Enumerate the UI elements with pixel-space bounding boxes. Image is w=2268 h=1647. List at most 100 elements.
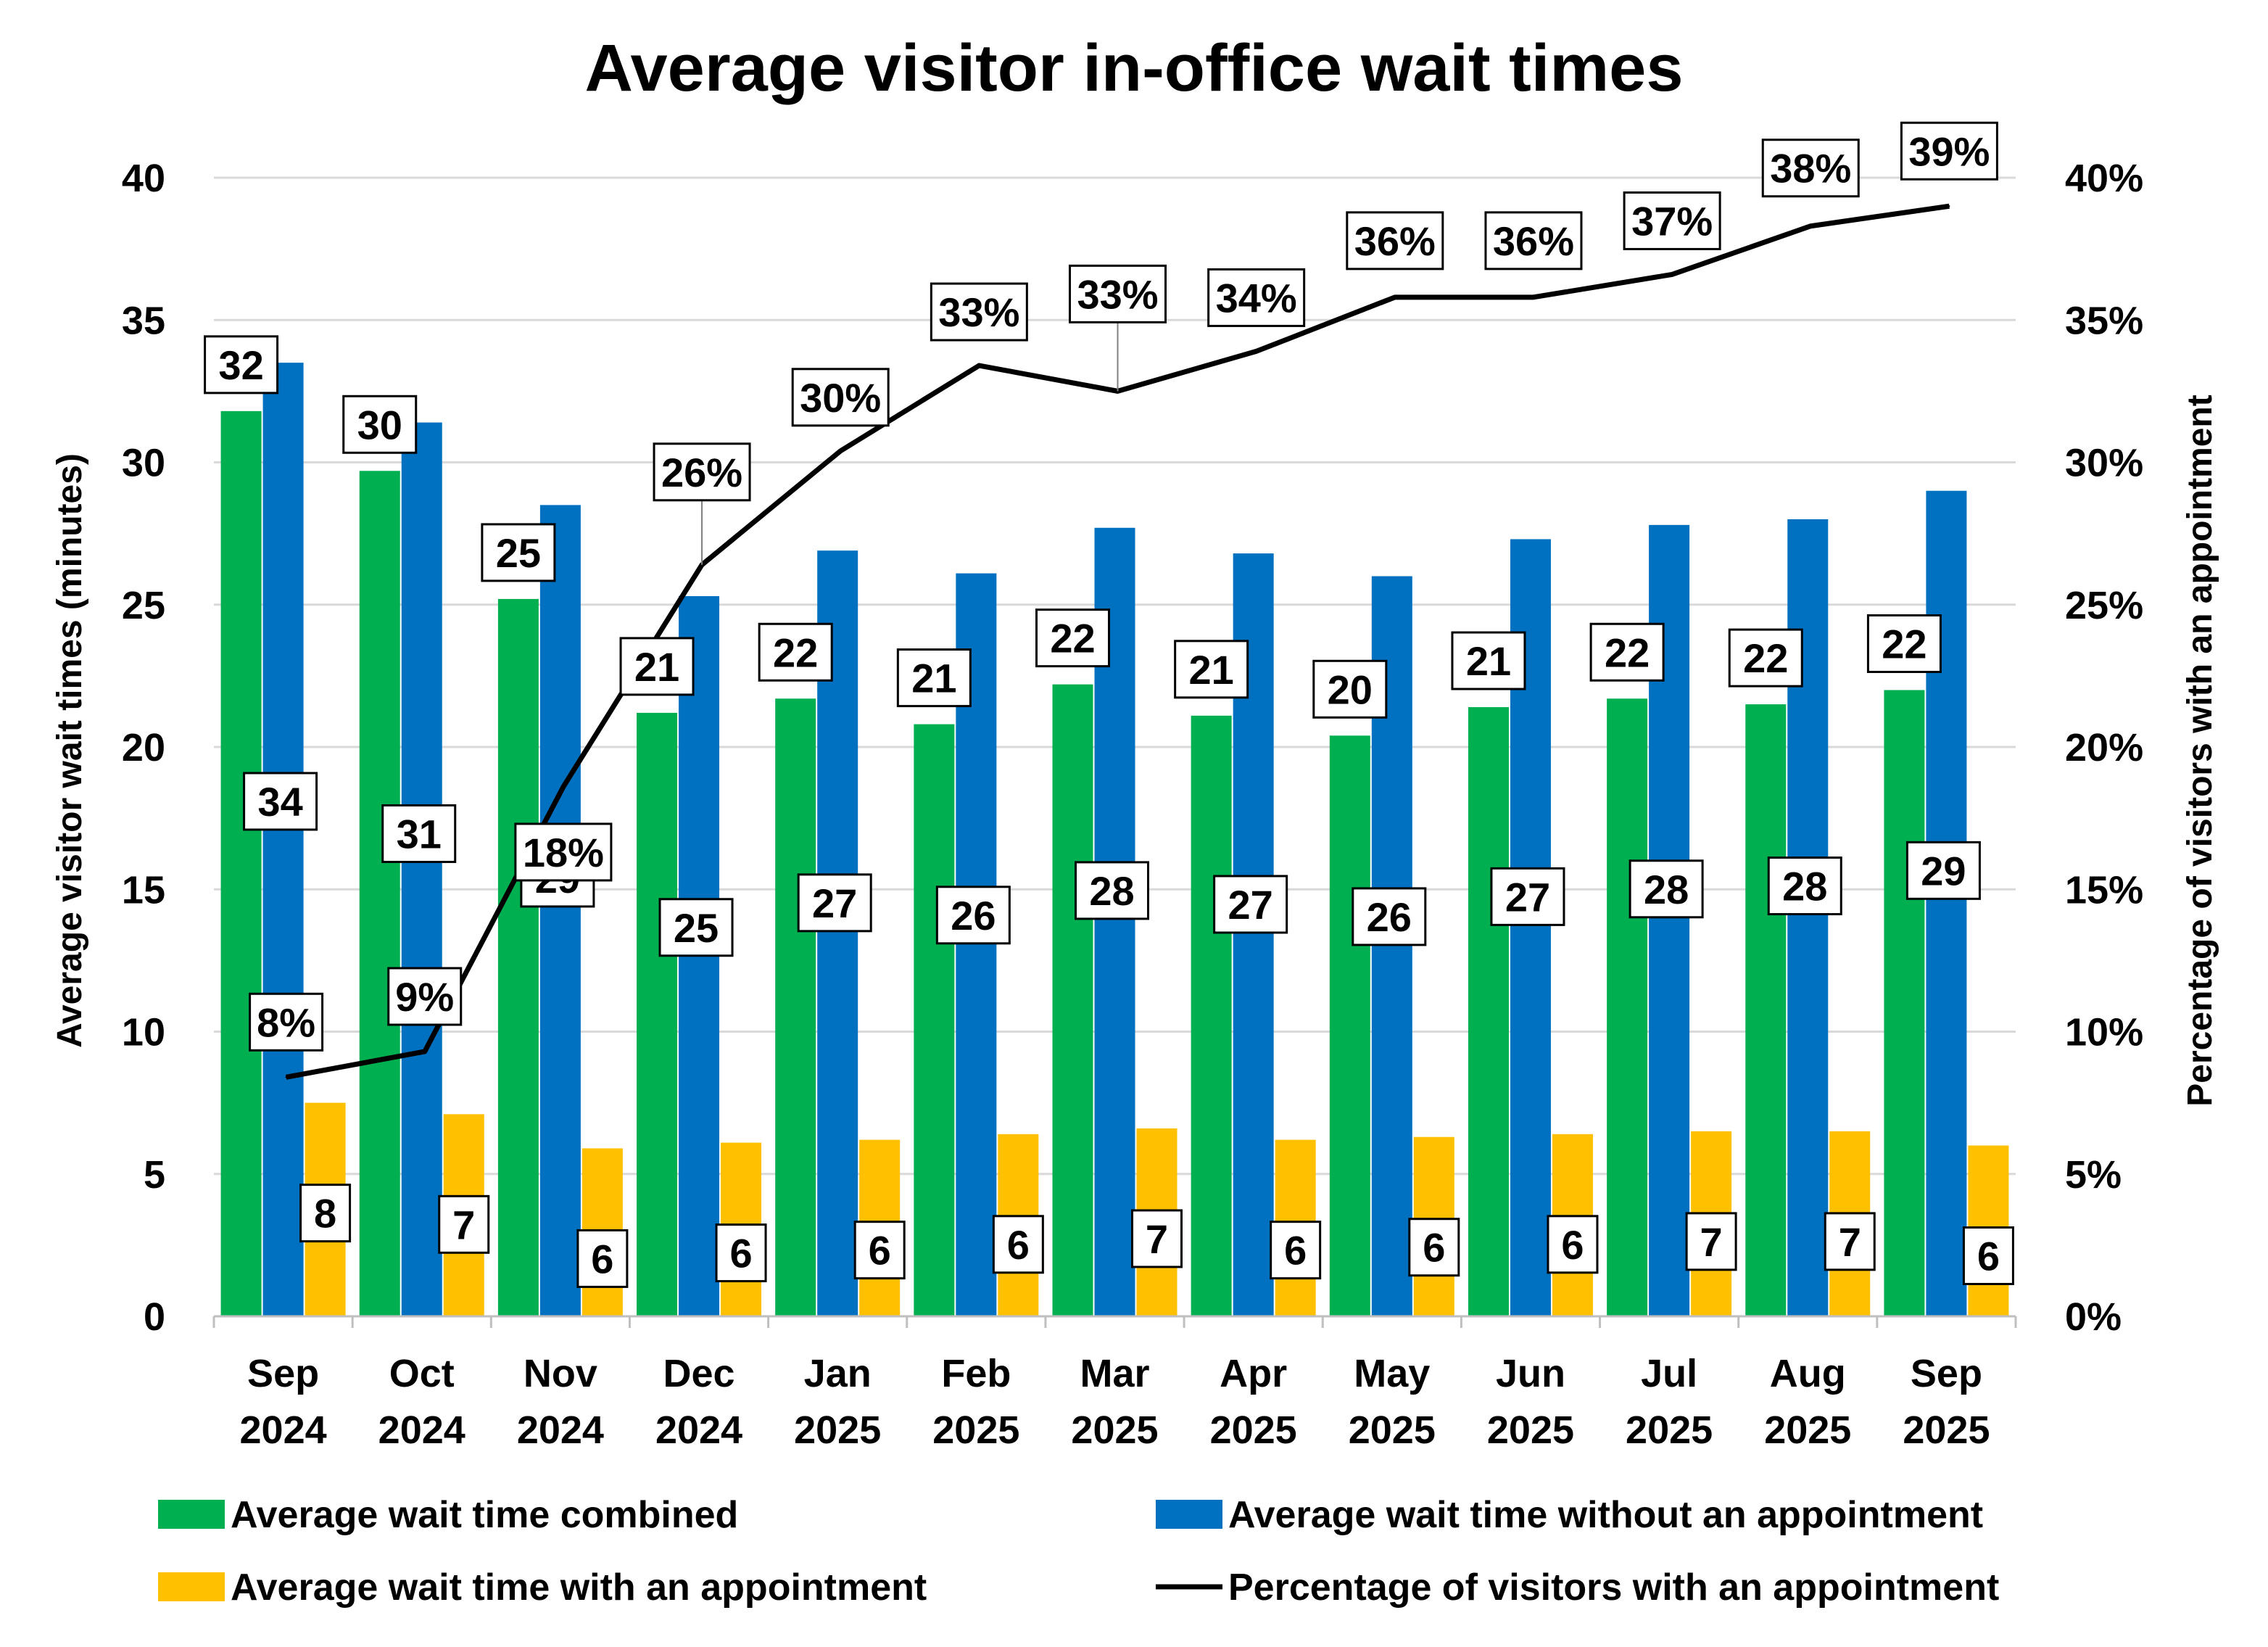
label-combined-box — [896, 648, 972, 708]
y-tick-label: 35 — [122, 299, 165, 342]
x-tick-label-year: 2025 — [1487, 1408, 1574, 1452]
label-with-appointment-box — [1685, 1212, 1737, 1271]
label-with-appointment-box — [1408, 1218, 1460, 1277]
label-percentage: 9% — [395, 974, 454, 1020]
label-without-appointment-box — [1628, 859, 1704, 919]
x-tick-label-month: Dec — [663, 1352, 735, 1395]
label-percentage: 26% — [661, 450, 742, 495]
data-labels: 32 30 25 21 22 21 22 21 20 21 22 22 22 34 31 29 25 27 26 28… — [204, 121, 2014, 1288]
y-tick-label: 5 — [144, 1153, 165, 1197]
x-tick-label-year: 2025 — [1764, 1408, 1851, 1452]
line-point — [978, 365, 980, 367]
label-with-appointment-box — [576, 1229, 629, 1288]
label-without-appointment-box — [381, 804, 457, 863]
label-with-appointment-box — [715, 1223, 767, 1283]
x-tick-label-year: 2025 — [932, 1408, 1019, 1452]
label-combined-box — [1312, 659, 1388, 719]
label-combined: 20 — [1328, 666, 1373, 712]
label-with-appointment: 6 — [591, 1236, 613, 1281]
bar-combined — [1329, 735, 1370, 1316]
label-combined: 21 — [1466, 638, 1511, 684]
line-point — [1671, 273, 1673, 276]
line-point — [1255, 350, 1257, 352]
bar-combined — [1884, 690, 1925, 1316]
y-axis-title: Average visitor wait times (minutes) — [51, 453, 89, 1048]
legend-label: Average wait time combined — [231, 1494, 738, 1536]
x-tick-label-year: 2025 — [1210, 1408, 1297, 1452]
label-percentage-box — [930, 282, 1028, 342]
line-point — [840, 450, 842, 452]
label-with-appointment: 6 — [869, 1228, 891, 1274]
label-percentage: 33% — [1077, 271, 1158, 317]
label-without-appointment: 25 — [674, 905, 719, 951]
x-tick-label-month: Apr — [1220, 1352, 1287, 1395]
label-combined-box — [1589, 622, 1665, 682]
x-tick-label-month: Mar — [1080, 1352, 1149, 1395]
label-without-appointment-box — [658, 898, 734, 957]
label-percentage: 33% — [938, 289, 1019, 335]
label-percentage: 39% — [1908, 128, 1990, 174]
label-combined: 22 — [773, 630, 818, 675]
label-without-appointment-box — [1490, 867, 1565, 926]
label-with-appointment-box — [1131, 1209, 1183, 1268]
y-tick-label: 30 — [122, 442, 165, 485]
bar-combined — [1468, 707, 1509, 1316]
label-percentage-box — [1207, 268, 1306, 327]
y-tick-label: 25 — [122, 584, 165, 627]
label-combined-box — [1174, 640, 1249, 699]
label-without-appointment-box — [1075, 861, 1149, 920]
label-without-appointment: 27 — [1505, 874, 1550, 920]
line-point — [423, 1050, 426, 1052]
label-without-appointment-box — [1213, 875, 1288, 934]
label-combined: 21 — [1189, 647, 1234, 693]
label-with-appointment: 8 — [314, 1191, 336, 1237]
label-with-appointment: 6 — [1284, 1228, 1307, 1274]
label-percentage: 36% — [1493, 218, 1574, 264]
bars — [220, 363, 2009, 1317]
label-without-appointment: 28 — [1089, 868, 1134, 914]
label-percentage: 37% — [1631, 198, 1713, 244]
label-combined-box — [1451, 631, 1526, 690]
label-combined: 21 — [911, 656, 956, 701]
label-percentage-box — [653, 442, 751, 502]
label-with-appointment: 7 — [452, 1202, 475, 1247]
label-combined-box — [1035, 608, 1110, 668]
x-tick-label-month: Oct — [389, 1352, 455, 1395]
bar-combined — [637, 712, 678, 1316]
label-with-appointment-box — [438, 1194, 490, 1254]
bar-without-appointment — [539, 505, 581, 1316]
bar-without-appointment — [401, 422, 442, 1316]
x-tick-label-month: Feb — [941, 1352, 1011, 1395]
label-without-appointment-box — [1352, 887, 1427, 946]
label-percentage-box — [1484, 211, 1583, 271]
label-combined: 22 — [1605, 630, 1650, 675]
label-with-appointment: 6 — [1561, 1222, 1584, 1268]
y-tick-label: 10 — [122, 1011, 165, 1054]
label-with-appointment-box — [992, 1215, 1044, 1274]
y2-tick-label: 20% — [2065, 726, 2143, 769]
label-percentage-box — [1761, 139, 1860, 198]
label-combined: 22 — [1050, 616, 1095, 661]
y2-tick-label: 30% — [2065, 442, 2143, 485]
bar-combined — [1052, 684, 1093, 1316]
label-with-appointment-box — [1962, 1226, 2014, 1285]
x-tick-label-month: Aug — [1770, 1352, 1846, 1395]
label-percentage-box — [791, 368, 890, 427]
line-point — [1394, 296, 1396, 298]
label-without-appointment: 26 — [951, 893, 996, 938]
bar-combined — [914, 724, 955, 1316]
label-without-appointment-box — [935, 886, 1011, 945]
x-tick-label-year: 2025 — [1349, 1408, 1436, 1452]
label-without-appointment: 27 — [812, 880, 857, 926]
y2-tick-label: 5% — [2065, 1153, 2122, 1197]
label-without-appointment-box — [797, 873, 872, 933]
label-without-appointment: 28 — [1644, 867, 1689, 912]
y2-tick-label: 40% — [2065, 157, 2143, 200]
label-without-appointment: 27 — [1228, 882, 1273, 928]
bar-combined — [775, 698, 816, 1316]
label-combined-box — [619, 637, 695, 696]
label-combined-box — [1866, 614, 1942, 673]
label-combined-box — [342, 395, 418, 454]
bar-without-appointment — [262, 363, 304, 1316]
x-tick-label-month: Sep — [247, 1352, 319, 1395]
